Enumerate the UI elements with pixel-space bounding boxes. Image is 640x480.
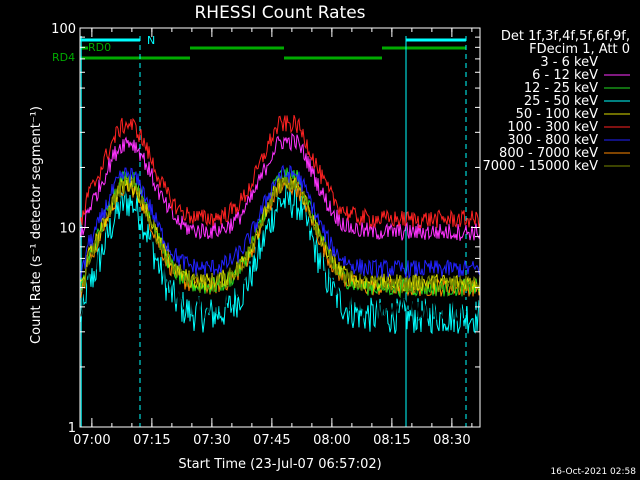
series-group <box>79 114 481 335</box>
legend-header-line-1: Det 1f,3f,4f,5f,6f,9f, <box>501 29 630 44</box>
series-line-5 <box>79 114 481 229</box>
legend-label-2: 12 - 25 keV <box>524 81 598 96</box>
flag-label-rd0: RD0 <box>88 41 111 54</box>
legend-label-5: 100 - 300 keV <box>507 120 598 135</box>
legend-header-line-2: FDecim 1, Att 0 <box>529 42 630 57</box>
x-tick-label-6: 08:30 <box>433 433 470 448</box>
series-line-3 <box>79 183 481 335</box>
legend-label-0: 3 - 6 keV <box>540 55 598 70</box>
legend-label-4: 50 - 100 keV <box>516 107 599 122</box>
axes: 1 10 100 07:00 07:15 07:30 07:45 08:00 08:15 08:3… <box>51 22 481 448</box>
y-tick-label-100: 100 <box>51 22 76 37</box>
chart-title: RHESSI Count Rates <box>194 3 365 23</box>
x-tick-label-4: 08:00 <box>313 433 350 448</box>
legend-label-7: 800 - 7000 keV <box>499 146 598 161</box>
flag-label-rd4: RD4 <box>52 51 75 64</box>
x-tick-label-1: 07:15 <box>133 433 170 448</box>
flag-label-n: N <box>147 34 155 47</box>
x-axis-label: Start Time (23-Jul-07 06:57:02) <box>178 457 381 472</box>
legend-label-8: 7000 - 15000 keV <box>483 159 599 174</box>
x-tick-label-5: 08:15 <box>373 433 410 448</box>
legend-label-6: 300 - 800 keV <box>507 133 598 148</box>
y-tick-label-1: 1 <box>68 421 76 436</box>
y-axis-label: Count Rate (s⁻¹ detector segment⁻¹) <box>29 106 44 344</box>
series-line-6 <box>79 164 481 280</box>
series-line-4 <box>79 175 481 293</box>
timestamp: 16-Oct-2021 02:58 <box>551 467 637 477</box>
x-tick-label-2: 07:30 <box>193 433 230 448</box>
legend-label-1: 6 - 12 keV <box>532 68 598 83</box>
x-tick-label-3: 07:45 <box>253 433 290 448</box>
x-tick-label-0: 07:00 <box>73 433 110 448</box>
y-tick-label-10: 10 <box>59 222 76 237</box>
legend-label-3: 25 - 50 keV <box>524 94 598 109</box>
